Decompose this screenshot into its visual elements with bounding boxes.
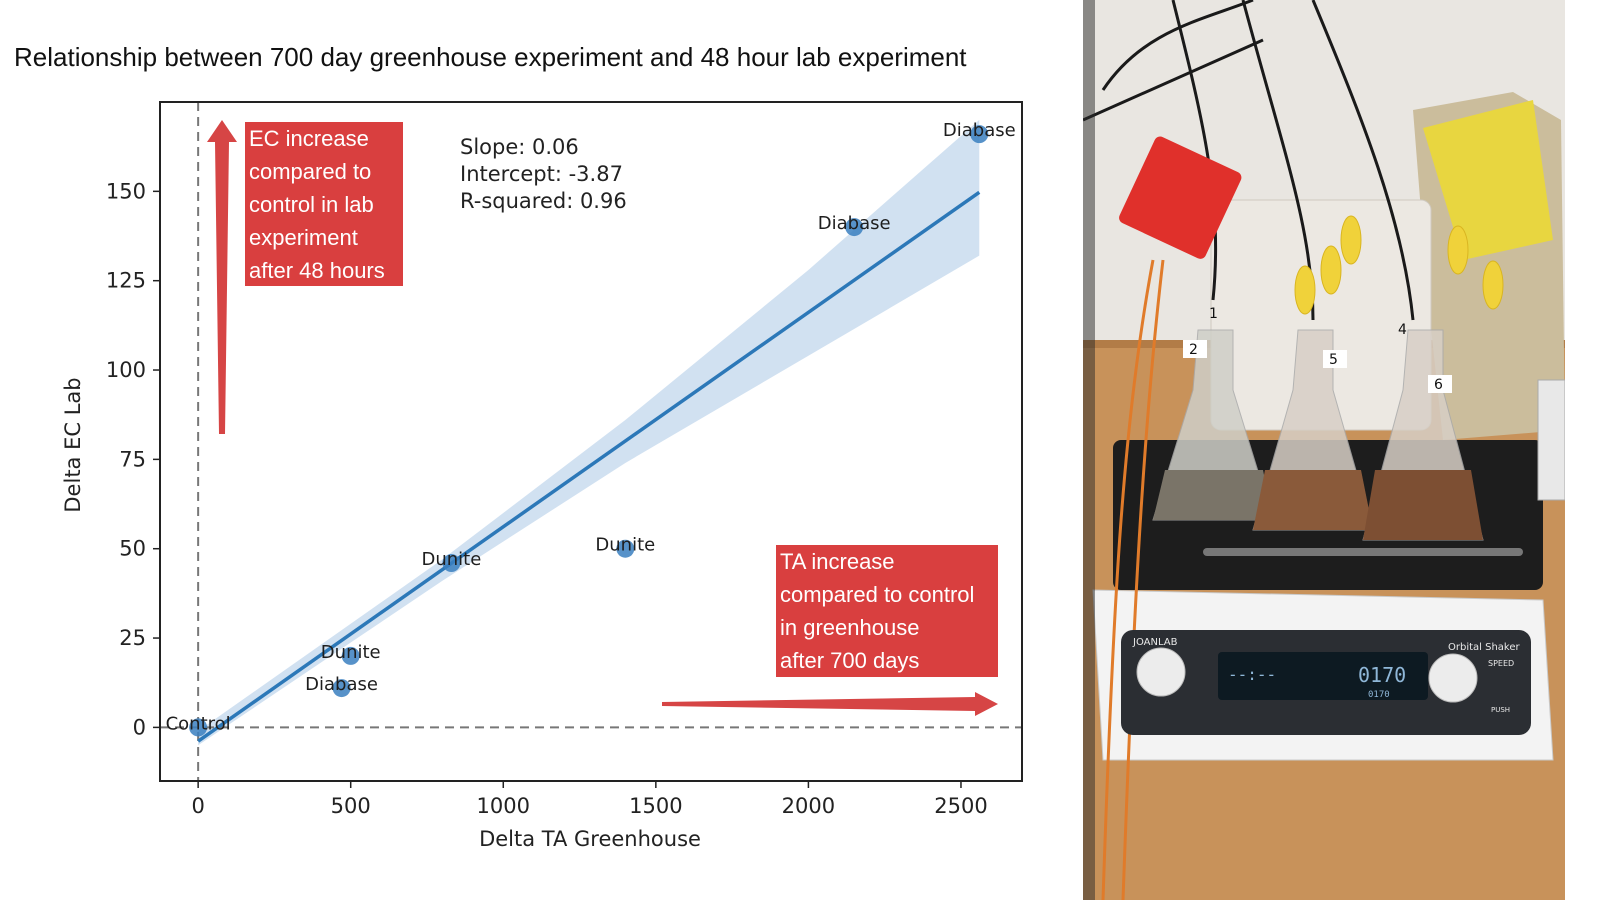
point-label-2: Dunite bbox=[321, 642, 381, 663]
ec-callout-line-2: control in lab bbox=[249, 192, 374, 217]
data-point-0 bbox=[189, 718, 208, 737]
ec-callout-line-1: compared to bbox=[249, 159, 371, 184]
ec-callout-line-3: experiment bbox=[249, 225, 358, 250]
scatter-chart: Control Diabase Dunite Dunite Dunite Diabase D… bbox=[61, 101, 1023, 851]
ta-callout-line-3: after 700 days bbox=[780, 648, 919, 673]
data-point-5 bbox=[845, 218, 864, 237]
ta-callout-line-2: in greenhouse bbox=[780, 615, 919, 640]
ec-callout-line-0: EC increase bbox=[249, 126, 369, 151]
y-axis-label: Delta EC Lab bbox=[61, 377, 85, 512]
confidence-band bbox=[198, 119, 980, 746]
x-tick-label-5: 2500 bbox=[934, 794, 987, 818]
data-point-6 bbox=[970, 125, 989, 144]
flask-right bbox=[1362, 329, 1484, 541]
circuit-board bbox=[1119, 136, 1242, 259]
display-speed-small: 0170 bbox=[1368, 690, 1390, 700]
knob-right bbox=[1428, 653, 1478, 703]
regression-line bbox=[197, 190, 981, 743]
data-point-4 bbox=[616, 539, 635, 558]
plot-frame bbox=[159, 101, 1023, 782]
y-tick-label-3: 75 bbox=[119, 447, 146, 471]
x-tick-label-3: 1500 bbox=[629, 794, 682, 818]
flask-label-1: 1 bbox=[1209, 306, 1218, 322]
flask-label-2: 2 bbox=[1189, 342, 1198, 358]
point-label-3: Dunite bbox=[421, 549, 481, 570]
point-label-6: Diabase bbox=[943, 120, 1016, 141]
regression-line-layer bbox=[197, 190, 981, 743]
slide-title: Relationship between 700 day greenhouse … bbox=[14, 42, 967, 72]
zero-reference-lines bbox=[160, 102, 1022, 781]
point-label-5: Diabase bbox=[818, 213, 891, 234]
speed-label: SPEED bbox=[1488, 659, 1514, 668]
data-point-2 bbox=[341, 646, 360, 665]
point-label-4: Dunite bbox=[595, 535, 655, 556]
flask-label-6: 6 bbox=[1434, 377, 1443, 393]
lab-photo: 2 5 6 1 4 bbox=[1083, 0, 1565, 900]
display-speed: 0170 bbox=[1358, 663, 1406, 687]
device-brand: JOANLAB bbox=[1132, 637, 1178, 648]
x-tick-label-4: 2000 bbox=[782, 794, 835, 818]
data-points-layer: Control Diabase Dunite Dunite Dunite Diabase D… bbox=[166, 120, 1016, 737]
y-tick-label-1: 25 bbox=[119, 626, 146, 650]
y-tick-label-4: 100 bbox=[106, 358, 146, 382]
push-label: PUSH bbox=[1491, 706, 1510, 714]
point-label-0: Control bbox=[166, 713, 231, 734]
flask-label-5: 5 bbox=[1329, 352, 1338, 368]
y-tick-label-6: 150 bbox=[106, 179, 146, 203]
knob-left bbox=[1136, 647, 1186, 697]
confidence-band-layer bbox=[198, 119, 980, 746]
ta-callout-line-0: TA increase bbox=[780, 549, 895, 574]
x-axis-label: Delta TA Greenhouse bbox=[479, 827, 701, 851]
ta-callout-line-1: compared to control bbox=[780, 582, 974, 607]
ec-callout-box bbox=[245, 122, 403, 286]
flask-label-4: 4 bbox=[1398, 322, 1407, 338]
ta-callout-box bbox=[776, 545, 998, 677]
x-tick-label-2: 1000 bbox=[477, 794, 530, 818]
stat-r-squared: R-squared: 0.96 bbox=[460, 189, 627, 213]
axis-ticks-layer: 0 500 1000 1500 2000 2500 0 25 50 75 100 125 150 bbox=[106, 179, 988, 818]
device-name: Orbital Shaker bbox=[1448, 642, 1521, 653]
stat-slope: Slope: 0.06 bbox=[460, 135, 579, 159]
y-tick-label-5: 125 bbox=[106, 269, 146, 293]
display-time: --:-- bbox=[1228, 665, 1276, 684]
x-tick-label-1: 500 bbox=[331, 794, 371, 818]
data-point-1 bbox=[332, 679, 351, 698]
regression-stats: Slope: 0.06 Intercept: -3.87 R-squared: … bbox=[460, 135, 627, 213]
data-point-3 bbox=[442, 554, 461, 573]
stat-intercept: Intercept: -3.87 bbox=[460, 162, 623, 186]
x-tick-label-0: 0 bbox=[191, 794, 204, 818]
plot-frame-layer bbox=[159, 101, 1023, 782]
y-tick-label-0: 0 bbox=[133, 715, 146, 739]
lcd-display bbox=[1218, 652, 1428, 700]
ta-arrow bbox=[662, 692, 998, 716]
point-label-1: Diabase bbox=[305, 674, 378, 695]
y-tick-label-2: 50 bbox=[119, 537, 146, 561]
flask-left bbox=[1152, 329, 1274, 521]
ec-arrow bbox=[207, 120, 237, 434]
annotations-layer: EC increase compared to control in lab expe… bbox=[207, 120, 998, 716]
ec-callout-line-4: after 48 hours bbox=[249, 258, 385, 283]
